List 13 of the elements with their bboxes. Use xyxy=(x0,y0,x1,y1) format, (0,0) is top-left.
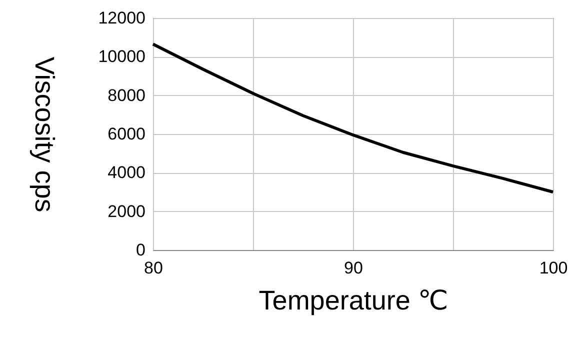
y-tick-label: 4000 xyxy=(108,163,146,182)
x-tick-label: 90 xyxy=(344,258,363,278)
y-tick-label: 10000 xyxy=(98,47,146,66)
y-tick-label: 6000 xyxy=(108,124,146,144)
y-tick-label: 2000 xyxy=(108,202,146,221)
x-tick-label: 80 xyxy=(144,258,163,278)
y-tick-label: 8000 xyxy=(108,86,146,105)
x-tick-label: 100 xyxy=(539,258,568,278)
x-axis-title: Temperature ℃ xyxy=(258,286,448,316)
y-tick-label: 0 xyxy=(136,240,146,260)
line-series xyxy=(152,42,554,194)
y-axis-title: Viscosity cps xyxy=(30,56,60,212)
y-tick-label: 12000 xyxy=(98,8,146,28)
